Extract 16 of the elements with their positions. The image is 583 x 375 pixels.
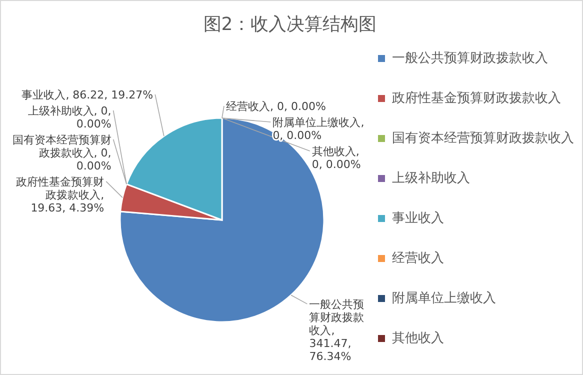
legend-label: 事业收入 bbox=[392, 211, 444, 226]
legend-label: 其他收入 bbox=[392, 331, 444, 346]
text: 经营收入, 0, 0.00% bbox=[226, 100, 326, 113]
legend-label: 附属单位上缴收入 bbox=[392, 291, 496, 306]
data-label: 事业收入, 86.22, 19.27% bbox=[22, 88, 154, 102]
legend-label: 国有资本经营预算财政拨款收入 bbox=[392, 131, 574, 146]
data-label: 一般公共预算财政拨款收入, 341.47, 76.34% bbox=[309, 298, 364, 363]
text: 国有资本经营预算财政拨款收入, 0, 0.00% bbox=[12, 133, 112, 172]
text: 其他收入, 0, 0.00% bbox=[312, 145, 361, 171]
legend-label: 政府性基金预算财政拨款收入 bbox=[392, 90, 561, 106]
legend-label: 经营收入 bbox=[392, 251, 444, 266]
data-label: 政府性基金预算财政拨款收入, 19.63, 4.39% bbox=[16, 175, 104, 214]
legend-label: 一般公共预算财政拨款收入 bbox=[392, 51, 548, 66]
legend-label: 上级补助收入 bbox=[392, 171, 470, 186]
text: 上级补助收入, 0, 0.00% bbox=[28, 104, 112, 130]
chart-title: 图2：收入决算结构图 bbox=[203, 14, 377, 35]
